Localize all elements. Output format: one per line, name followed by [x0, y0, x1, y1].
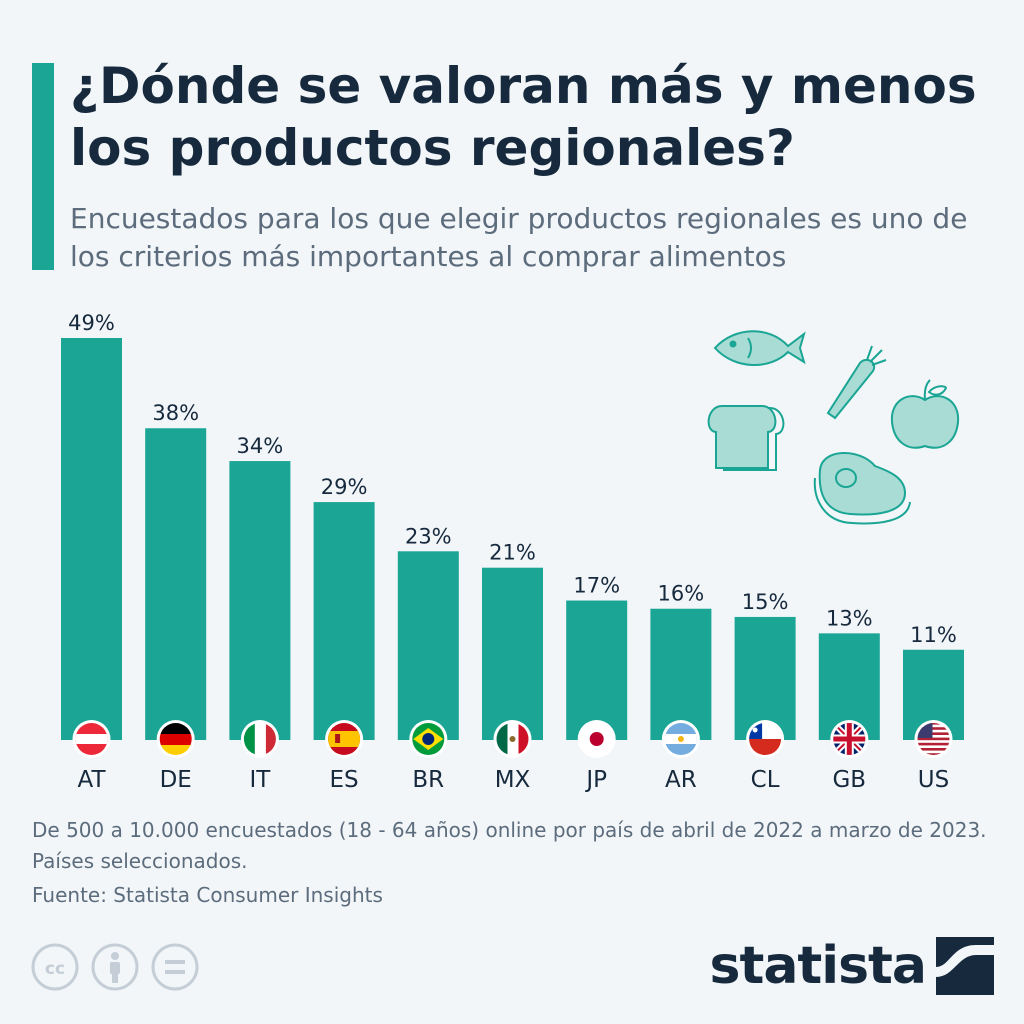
- value-label: 23%: [405, 524, 452, 548]
- bar-at: [61, 338, 122, 740]
- source-note: Fuente: Statista Consumer Insights: [32, 883, 383, 907]
- value-label: 38%: [152, 401, 199, 425]
- title-accent-bar: [32, 63, 54, 270]
- bar-ar: [650, 608, 712, 740]
- no-derivatives-icon[interactable]: [150, 942, 200, 992]
- category-label: CL: [751, 767, 780, 793]
- category-label: BR: [412, 767, 444, 793]
- value-label: 29%: [321, 475, 368, 499]
- germany-flag: [156, 720, 195, 758]
- austria-flag: [72, 720, 111, 758]
- bar-es: [313, 502, 375, 740]
- category-label: MX: [495, 767, 531, 793]
- bar-jp: [566, 600, 628, 740]
- italy-flag: [240, 720, 279, 758]
- value-label: 34%: [237, 434, 284, 458]
- brazil-flag: [409, 720, 448, 758]
- category-label: GB: [832, 767, 866, 793]
- statista-logo[interactable]: statista: [710, 936, 994, 996]
- statista-mark-icon: [936, 937, 994, 995]
- cc-icon[interactable]: cc: [30, 942, 80, 992]
- argentina-flag: [661, 720, 700, 758]
- attribution-icon[interactable]: [90, 942, 140, 992]
- mexico-flag: [493, 720, 532, 758]
- bar-de: [145, 428, 207, 740]
- chile-flag: [746, 720, 785, 758]
- bar-cl: [734, 616, 796, 740]
- apple-icon: [890, 379, 960, 449]
- value-label: 49%: [68, 311, 115, 335]
- category-label: US: [918, 767, 949, 793]
- value-label: 11%: [910, 623, 957, 647]
- license-icons: cc: [30, 942, 200, 992]
- spain-flag: [325, 720, 364, 758]
- value-label: 21%: [489, 541, 536, 565]
- japan-flag: [577, 720, 616, 758]
- bar-it: [229, 461, 291, 740]
- page-subtitle: Encuestados para los que elegir producto…: [70, 202, 968, 273]
- bread-icon: [707, 405, 785, 471]
- category-label: IT: [249, 767, 271, 793]
- value-label: 16%: [658, 582, 705, 606]
- page-title: ¿Dónde se valoran más y menos los produc…: [70, 57, 977, 177]
- bar-chart: 49% AT 38% DE 34% IT 29% ES 23% BR 21% MX 17% JP 16% AR…: [61, 311, 964, 793]
- usa-flag: [914, 720, 953, 758]
- category-label: ES: [330, 767, 359, 793]
- bar-mx: [482, 567, 543, 740]
- food-illustration: [707, 330, 960, 525]
- carrot-icon: [826, 345, 887, 420]
- footnote: De 500 a 10.000 encuestados (18 - 64 año…: [32, 818, 987, 873]
- meat-icon: [813, 452, 911, 525]
- value-label: 13%: [826, 606, 873, 630]
- value-label: 15%: [742, 590, 789, 614]
- value-label: 17%: [573, 574, 620, 598]
- fish-icon: [713, 330, 806, 366]
- svg-text:cc: cc: [45, 959, 65, 979]
- category-label: AR: [665, 767, 697, 793]
- logo-wordmark: statista: [709, 936, 927, 996]
- bar-br: [397, 551, 459, 740]
- category-label: DE: [160, 767, 192, 793]
- category-label: JP: [584, 767, 607, 793]
- category-label: AT: [78, 767, 107, 793]
- uk-flag: [830, 720, 869, 758]
